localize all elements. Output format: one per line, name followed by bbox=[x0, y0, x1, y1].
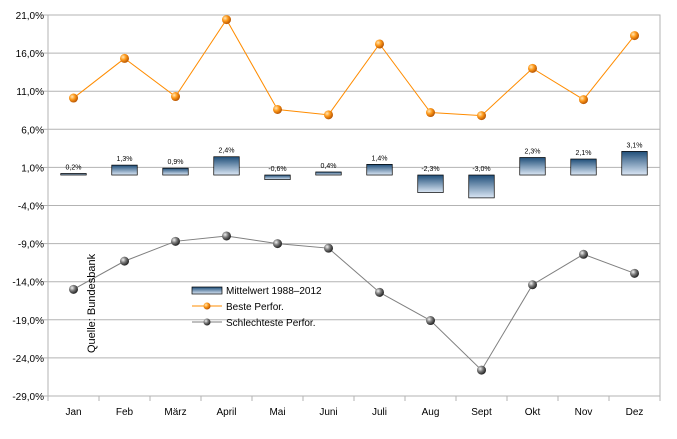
bar-data-label: 1,4% bbox=[372, 155, 388, 162]
y-tick-label: 16,0% bbox=[16, 49, 44, 60]
data-point bbox=[630, 31, 639, 41]
x-tick-label: Juli bbox=[372, 407, 387, 418]
data-point bbox=[426, 108, 435, 118]
bar-data-label: 0,2% bbox=[66, 164, 82, 171]
bar bbox=[213, 156, 240, 176]
data-point bbox=[375, 287, 384, 297]
data-point bbox=[579, 95, 588, 105]
data-point bbox=[477, 365, 486, 375]
grid bbox=[47, 14, 661, 397]
data-point bbox=[69, 93, 78, 103]
y-tick-label: -19,0% bbox=[12, 316, 44, 327]
legend-marker-schlechteste bbox=[203, 318, 211, 326]
y-tick-label: 1,0% bbox=[21, 163, 44, 174]
x-tick-label: Aug bbox=[422, 407, 440, 418]
y-tick-label: -24,0% bbox=[12, 354, 44, 365]
data-point bbox=[222, 231, 231, 241]
line-series bbox=[69, 15, 639, 375]
y-tick-label: 21,0% bbox=[16, 11, 44, 22]
x-tick-label: Sept bbox=[471, 407, 492, 418]
legend-label-mittelwert: Mittelwert 1988–2012 bbox=[226, 286, 322, 297]
bar-data-label: 2,3% bbox=[525, 148, 541, 155]
legend-swatch-mittelwert bbox=[191, 286, 223, 295]
bar-data-label: 0,4% bbox=[321, 163, 337, 170]
y-tick-label: -29,0% bbox=[12, 392, 44, 403]
data-point bbox=[528, 280, 537, 290]
data-point bbox=[630, 268, 639, 278]
bar bbox=[519, 157, 546, 176]
x-tick-label: Juni bbox=[319, 407, 337, 418]
legend: Mittelwert 1988–2012 Beste Perfor. Schle… bbox=[191, 286, 322, 329]
bar bbox=[570, 158, 597, 176]
legend-label-beste: Beste Perfor. bbox=[226, 302, 284, 313]
data-point bbox=[426, 316, 435, 326]
y-tick-label: -9,0% bbox=[18, 240, 44, 251]
x-tick-label: April bbox=[216, 407, 236, 418]
y-tick-label: -4,0% bbox=[18, 202, 44, 213]
bar-data-label: 3,1% bbox=[627, 142, 643, 149]
y-tick-label: 6,0% bbox=[21, 125, 44, 136]
x-tick-label: Feb bbox=[116, 407, 134, 418]
x-tick-label: Mai bbox=[269, 407, 285, 418]
data-point bbox=[273, 239, 282, 249]
bar bbox=[111, 164, 138, 176]
bar-data-label: 0,9% bbox=[168, 159, 184, 166]
bar bbox=[162, 167, 189, 176]
data-point bbox=[69, 284, 78, 294]
axes: 21,0% 16,0% 11,0% 6,0% 1,0% -4,0% -9,0% -14,0% -… bbox=[12, 11, 661, 418]
bar-data-label: -3,0% bbox=[472, 166, 490, 173]
x-tick-label: Nov bbox=[575, 407, 593, 418]
bar bbox=[264, 174, 291, 180]
bar bbox=[315, 171, 342, 176]
data-point bbox=[171, 92, 180, 102]
x-tick-label: März bbox=[164, 407, 186, 418]
bar bbox=[468, 174, 495, 199]
legend-marker-beste bbox=[203, 302, 211, 310]
data-point bbox=[477, 111, 486, 121]
data-point bbox=[273, 104, 282, 114]
data-point bbox=[324, 243, 333, 253]
data-point bbox=[222, 15, 231, 25]
data-point bbox=[171, 236, 180, 246]
bar bbox=[621, 151, 648, 176]
bar-series: 0,2% 1,3% 0,9% 2,4% -0,6% 0,4% 1,4% -2,3% -3,0% 2… bbox=[60, 142, 648, 199]
legend-label-schlechteste: Schlechteste Perfor. bbox=[226, 318, 316, 329]
x-tick-label: Dez bbox=[626, 407, 644, 418]
bar bbox=[417, 174, 444, 193]
bar-data-label: 2,4% bbox=[219, 148, 235, 155]
x-tick-label: Jan bbox=[65, 407, 81, 418]
bar-data-label: 1,3% bbox=[117, 156, 133, 163]
data-point bbox=[375, 39, 384, 49]
data-point bbox=[528, 63, 537, 73]
data-point bbox=[120, 53, 129, 63]
x-tick-label: Okt bbox=[525, 407, 541, 418]
bar-data-label: 2,1% bbox=[576, 150, 592, 157]
data-point bbox=[120, 256, 129, 266]
y-tick-label: -14,0% bbox=[12, 278, 44, 289]
data-point bbox=[579, 249, 588, 259]
bar bbox=[60, 173, 87, 176]
bar-data-label: -0,6% bbox=[268, 166, 286, 173]
data-point bbox=[324, 110, 333, 120]
series-line bbox=[73, 235, 635, 371]
source-note: Quelle: Bundesbank bbox=[86, 253, 98, 353]
bar-data-label: -2,3% bbox=[421, 166, 439, 173]
bar bbox=[366, 164, 393, 176]
series-line bbox=[73, 18, 635, 117]
y-tick-label: 11,0% bbox=[16, 87, 44, 98]
